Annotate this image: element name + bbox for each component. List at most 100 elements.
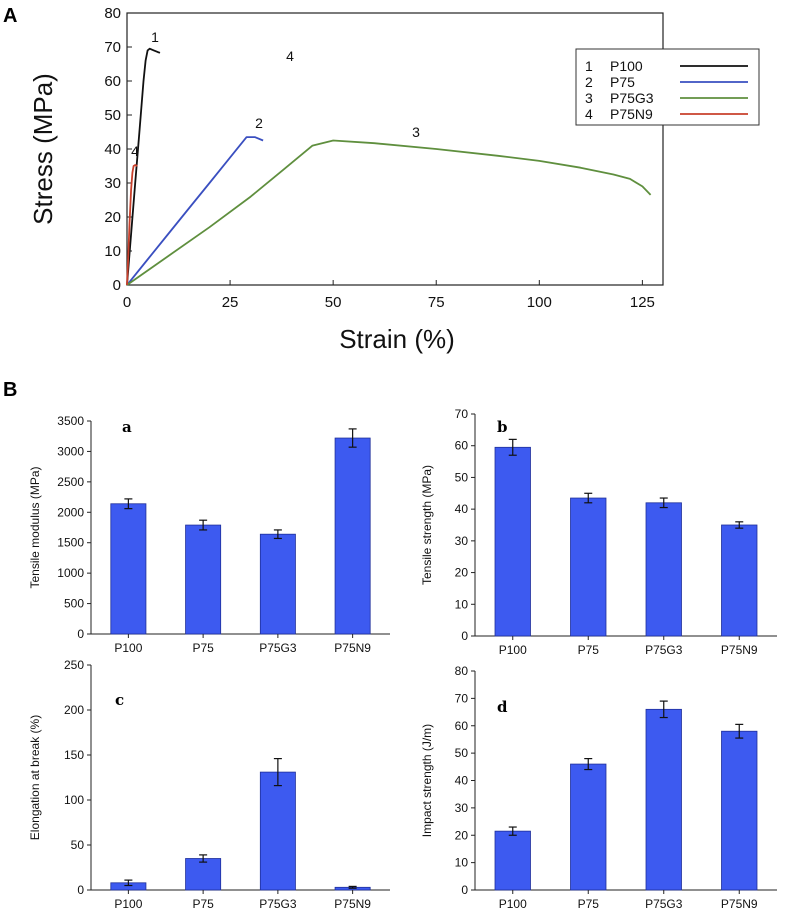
series-line-p75g3 (126, 139, 652, 286)
bar-p75g3 (645, 708, 682, 891)
y-axis-title: Stress (MPa) (28, 73, 58, 225)
impact-strength-chart: 0 10 20 30 40 50 60 70 80 P100 P75 P75G3 P75N9 Impact… (420, 664, 777, 911)
y-tick-label: 70 (455, 407, 469, 421)
series-line-p75n9 (126, 164, 138, 286)
curve-label: 2 (255, 115, 263, 131)
bar-p75n9 (721, 524, 758, 637)
y-tick-label: 100 (64, 793, 84, 807)
y-tick-label: 3000 (57, 444, 84, 458)
y-axis-title: Tensile strength (MPa) (420, 465, 434, 585)
x-tick-label: 75 (428, 294, 445, 311)
series-line-p75 (126, 136, 264, 286)
y-tick-label: 10 (104, 243, 121, 260)
x-tick-label: P75N9 (721, 643, 758, 657)
x-tick-label: P75G3 (645, 897, 683, 911)
y-tick-label: 70 (455, 691, 469, 705)
subplot-letter: b (497, 418, 508, 436)
y-tick-label: 0 (461, 629, 468, 643)
x-tick-label: 0 (123, 294, 131, 311)
y-tick-label: 30 (104, 175, 121, 192)
panel-label-b: B (3, 379, 17, 401)
y-tick-label: 30 (455, 801, 469, 815)
bar-p75g3 (259, 533, 296, 635)
x-tick-label: P75 (578, 643, 600, 657)
y-tick-label: 250 (64, 658, 84, 672)
y-tick-label: 0 (77, 627, 84, 641)
bar-p75n9 (721, 730, 758, 891)
legend-number: 4 (585, 106, 593, 122)
bar-p75 (185, 524, 222, 635)
x-tick-label: P100 (499, 897, 527, 911)
x-tick-label: P75N9 (334, 897, 371, 911)
x-tick-label: P75G3 (645, 643, 683, 657)
bar-p75 (185, 858, 222, 891)
y-tick-label: 500 (64, 597, 84, 611)
x-tick-label: P75 (192, 641, 214, 655)
x-tick-label: P75G3 (259, 641, 297, 655)
y-tick-label: 50 (455, 470, 469, 484)
y-tick-label: 40 (104, 141, 121, 158)
legend-number: 2 (585, 74, 593, 90)
y-tick-label: 20 (455, 828, 469, 842)
y-tick-label: 0 (461, 883, 468, 897)
bar-p75g3 (645, 502, 682, 637)
bar-p100 (494, 446, 531, 637)
bar-p100 (494, 830, 531, 891)
y-tick-label: 0 (77, 883, 84, 897)
x-tick-label: P100 (114, 897, 142, 911)
y-tick-label: 60 (455, 439, 469, 453)
x-axis-title: Strain (%) (339, 324, 455, 354)
curve-label: 3 (412, 124, 420, 140)
y-tick-label: 30 (455, 534, 469, 548)
y-tick-label: 20 (455, 566, 469, 580)
legend-label: P75 (610, 74, 635, 90)
y-tick-label: 50 (71, 838, 85, 852)
y-axis-title: Tensile modulus (MPa) (28, 466, 42, 588)
y-tick-label: 10 (455, 597, 469, 611)
legend-number: 1 (585, 58, 593, 74)
y-tick-label: 200 (64, 703, 84, 717)
subplot-letter: c (115, 691, 124, 709)
series-line-p100 (126, 47, 161, 286)
stress-strain-chart: 0 10 20 30 40 50 60 70 80 0 25 50 75 100 125 Strain (%)… (28, 5, 760, 354)
x-tick-label: P100 (114, 641, 142, 655)
tensile-strength-chart: 0 10 20 30 40 50 60 70 P100 P75 P75G3 P75N9 Tensile … (420, 407, 777, 657)
y-tick-label: 40 (455, 774, 469, 788)
x-tick-label: 125 (630, 294, 655, 311)
x-tick-label: 50 (325, 294, 342, 311)
y-tick-label: 150 (64, 748, 84, 762)
y-tick-label: 50 (104, 107, 121, 124)
bar-p75n9 (334, 437, 371, 635)
x-tick-label: 100 (527, 294, 552, 311)
legend-label: P75G3 (610, 90, 654, 106)
x-tick-label: P75N9 (721, 897, 758, 911)
y-tick-label: 2000 (57, 505, 84, 519)
y-tick-label: 50 (455, 746, 469, 760)
y-tick-label: 3500 (57, 414, 84, 428)
x-tick-label: P75G3 (259, 897, 297, 911)
subplot-letter: a (122, 418, 132, 436)
x-tick-label: P75 (578, 897, 600, 911)
y-tick-label: 1500 (57, 536, 84, 550)
legend-label: P100 (610, 58, 643, 74)
curve-label: 1 (151, 29, 159, 45)
x-tick-label: P75N9 (334, 641, 371, 655)
y-tick-label: 10 (455, 856, 469, 870)
x-tick-label: 25 (222, 294, 239, 311)
subplot-letter: d (497, 698, 508, 716)
bar-p100 (110, 503, 147, 635)
bar-p75g3 (259, 771, 296, 891)
legend-number: 3 (585, 90, 593, 106)
bar-p75 (570, 763, 607, 891)
curve-label: 4 (286, 48, 294, 64)
y-tick-label: 60 (455, 719, 469, 733)
x-tick-label: P75 (192, 897, 214, 911)
elongation-chart: 0 50 100 150 200 250 P100 P75 P75G3 P75N9 Elongati… (28, 658, 390, 911)
panel-label-a: A (3, 5, 17, 27)
y-tick-label: 20 (104, 209, 121, 226)
tensile-modulus-chart: 0 500 1000 1500 2000 2500 3000 3500 P100 P75 P75G3… (28, 414, 390, 655)
y-tick-label: 80 (104, 5, 121, 22)
bar-p75 (570, 497, 607, 637)
y-tick-label: 40 (455, 502, 469, 516)
y-tick-label: 70 (104, 39, 121, 56)
